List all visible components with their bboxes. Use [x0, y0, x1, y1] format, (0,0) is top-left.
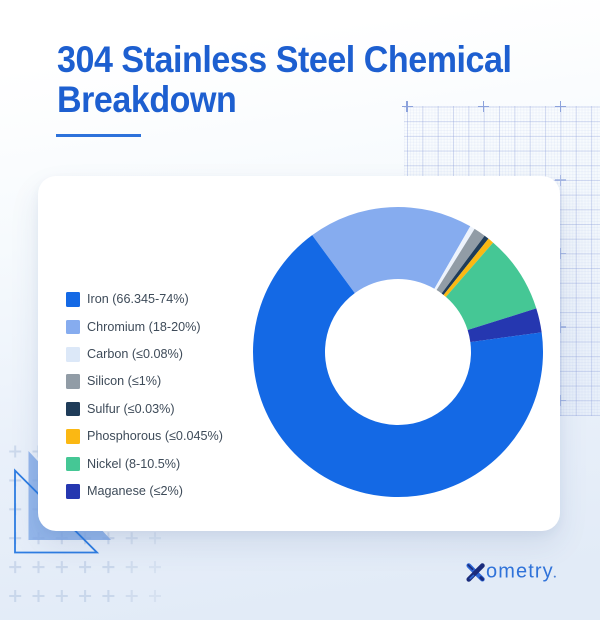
svg-text:ometry: ometry — [486, 560, 554, 582]
